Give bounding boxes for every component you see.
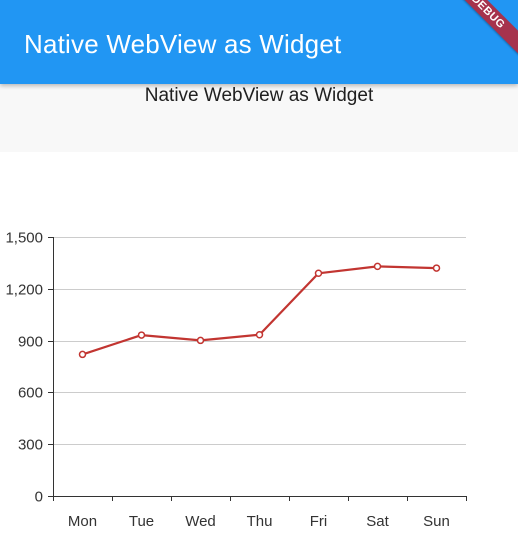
x-tick-label: Tue bbox=[129, 513, 154, 530]
line-chart[interactable]: 0 300 600 900 1,200 1,500 Mon Tue Wed Thu Fri Sat Su… bbox=[0, 152, 518, 533]
data-point bbox=[434, 265, 440, 271]
data-point bbox=[80, 351, 86, 357]
subheader: Native WebView as Widget bbox=[0, 84, 518, 152]
x-tick-label: Fri bbox=[310, 513, 328, 530]
x-tick-label: Sun bbox=[423, 513, 450, 530]
y-tick-label: 600 bbox=[18, 385, 43, 402]
x-tick-label: Wed bbox=[185, 513, 216, 530]
data-point bbox=[375, 263, 381, 269]
subheader-text: Native WebView as Widget bbox=[0, 85, 518, 107]
data-point bbox=[139, 332, 145, 338]
data-point bbox=[257, 332, 263, 338]
y-tick-label: 1,200 bbox=[5, 282, 43, 299]
y-tick-label: 300 bbox=[18, 437, 43, 454]
x-tick-label: Thu bbox=[247, 513, 273, 530]
x-tick-label: Sat bbox=[366, 513, 389, 530]
data-point bbox=[316, 270, 322, 276]
x-tick-label: Mon bbox=[68, 513, 97, 530]
app-bar: Native WebView as Widget bbox=[0, 0, 518, 84]
data-point bbox=[198, 337, 204, 343]
y-tick-label: 1,500 bbox=[5, 230, 43, 247]
y-tick-label: 900 bbox=[18, 334, 43, 351]
webview[interactable]: 0 300 600 900 1,200 1,500 Mon Tue Wed Thu Fri Sat Su… bbox=[0, 152, 518, 533]
y-tick-label: 0 bbox=[35, 489, 43, 506]
app-bar-title: Native WebView as Widget bbox=[24, 27, 341, 61]
